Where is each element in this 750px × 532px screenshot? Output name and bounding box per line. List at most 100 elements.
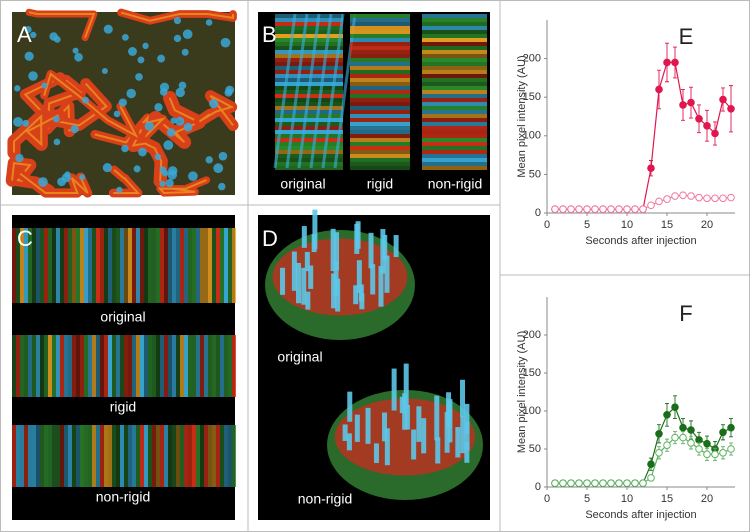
column: [404, 405, 410, 430]
panel-label: B: [262, 22, 277, 47]
band: [168, 335, 172, 397]
vessel-core: [94, 114, 166, 147]
band: [275, 134, 343, 138]
band: [60, 228, 64, 303]
column: [301, 267, 307, 305]
cell: [182, 29, 193, 40]
band: [422, 150, 487, 154]
band: [72, 425, 76, 487]
column: [312, 209, 318, 250]
band: [350, 142, 410, 146]
marker: [727, 445, 735, 453]
cell: [103, 24, 113, 34]
band: [96, 228, 100, 303]
column: [416, 406, 422, 442]
column: [403, 363, 409, 408]
band: [350, 70, 410, 74]
marker: [663, 411, 671, 419]
marker: [671, 433, 679, 442]
column: [447, 399, 453, 443]
band: [350, 14, 410, 18]
band: [350, 162, 410, 166]
vessel-core: [19, 172, 89, 194]
band: [224, 228, 228, 303]
band: [168, 425, 172, 487]
x-axis-label: Seconds after injection: [585, 509, 696, 521]
band: [232, 335, 236, 397]
band: [172, 335, 176, 397]
caption: non-rigid: [96, 489, 150, 505]
cell: [224, 88, 233, 97]
column: [384, 255, 390, 293]
band: [350, 38, 410, 42]
band: [188, 425, 192, 487]
band: [275, 150, 343, 154]
band: [212, 425, 216, 487]
column: [411, 429, 417, 460]
cell: [188, 171, 198, 182]
cell: [178, 81, 187, 90]
cell: [15, 153, 24, 163]
band: [60, 425, 64, 487]
column: [365, 407, 371, 444]
band: [350, 22, 410, 26]
x-tick-label: 5: [584, 219, 590, 231]
vessel-core: [43, 72, 139, 139]
band: [56, 425, 60, 487]
band: [220, 335, 224, 397]
cell: [173, 34, 182, 43]
cell: [167, 170, 178, 180]
band: [422, 74, 487, 78]
caption: original: [277, 349, 322, 365]
streak: [285, 13, 309, 169]
band: [275, 46, 343, 50]
marker: [639, 205, 647, 213]
column: [421, 418, 427, 454]
band: [68, 228, 72, 303]
band: [156, 425, 160, 487]
band: [422, 146, 487, 150]
column: [295, 262, 301, 304]
band: [128, 228, 132, 303]
band: [204, 228, 208, 303]
band: [350, 78, 410, 82]
marker: [615, 205, 623, 213]
band: [275, 126, 343, 130]
cell: [72, 47, 79, 54]
y-axis-label: Mean pixel intensity (AU): [516, 331, 528, 453]
caption: non-rigid: [428, 176, 482, 192]
cell: [24, 25, 32, 33]
marker: [687, 98, 695, 107]
band: [92, 425, 96, 487]
marker: [703, 450, 711, 459]
band: [68, 425, 72, 487]
band: [350, 62, 410, 66]
marker: [599, 479, 607, 488]
column: [380, 229, 386, 274]
marker: [695, 193, 703, 202]
band: [275, 110, 343, 114]
marker: [647, 460, 655, 469]
band: [172, 425, 176, 487]
band: [32, 228, 36, 303]
column: [331, 273, 337, 309]
cell: [175, 87, 185, 98]
column: [304, 251, 310, 272]
band: [160, 335, 164, 397]
column: [435, 437, 441, 464]
cell: [38, 177, 48, 187]
band: [64, 425, 68, 487]
cell: [82, 96, 89, 104]
marker: [727, 193, 735, 202]
cell: [218, 182, 226, 191]
marker: [559, 205, 567, 213]
cell: [30, 31, 37, 39]
x-tick-label: 0: [544, 493, 550, 505]
y-tick-label: 200: [523, 53, 541, 65]
vessel-core: [23, 76, 108, 127]
band: [275, 102, 343, 106]
vessel-core: [13, 113, 60, 153]
band: [48, 228, 52, 303]
band: [48, 335, 52, 397]
band: [422, 166, 487, 170]
